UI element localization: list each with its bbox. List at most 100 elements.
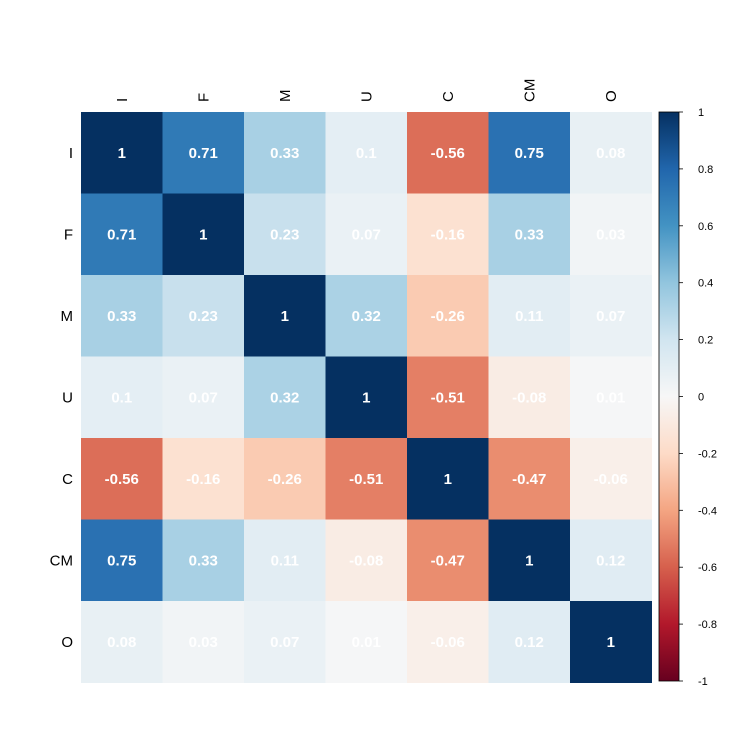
- heatmap-cell: [325, 193, 408, 276]
- cell-value-label: 0.33: [189, 552, 218, 569]
- heatmap-cell: [488, 601, 571, 683]
- cell-value-label: 0.1: [111, 389, 132, 406]
- heatmap-cell: [570, 519, 652, 602]
- heatmap-cell: [81, 193, 163, 276]
- column-label: F: [195, 93, 212, 102]
- colorbar-tick-label: 0.6: [698, 221, 713, 233]
- heatmap-cell: [407, 112, 489, 194]
- heatmap-cell: [407, 438, 489, 520]
- cell-value-label: 0.08: [107, 634, 136, 651]
- cell-value-label: 0.07: [189, 389, 218, 406]
- cell-value-label: -0.56: [431, 145, 465, 162]
- colorbar-tick-label: -0.8: [698, 619, 717, 631]
- cell-value-label: 0.75: [515, 145, 544, 162]
- colorbar-tick-label: -1: [698, 676, 708, 688]
- heatmap-cell: [162, 356, 245, 439]
- heatmap-cell: [570, 193, 652, 276]
- heatmap-cell: [162, 193, 245, 276]
- heatmap-cell: [162, 601, 245, 683]
- heatmap-cell: [570, 601, 652, 683]
- heatmap-cell: [325, 356, 408, 439]
- cell-value-label: 0.33: [270, 145, 299, 162]
- heatmap-cell: [570, 438, 652, 520]
- cell-value-label: 0.07: [270, 634, 299, 651]
- cell-value-label: -0.51: [349, 471, 383, 488]
- cell-value-label: -0.26: [431, 308, 465, 325]
- cell-value-label: -0.47: [431, 552, 465, 569]
- heatmap-cell: [407, 193, 489, 276]
- heatmap-cell: [570, 112, 652, 194]
- heatmap-cell: [162, 519, 245, 602]
- heatmap-cell: [488, 356, 571, 439]
- heatmap-cell: [488, 193, 571, 276]
- cell-value-label: -0.16: [186, 471, 220, 488]
- cell-value-label: -0.51: [431, 389, 465, 406]
- heatmap-cell: [570, 275, 652, 357]
- cell-value-label: -0.06: [431, 634, 465, 651]
- cell-value-label: 1: [199, 226, 207, 243]
- cell-value-label: 0.01: [596, 389, 625, 406]
- cell-value-label: 0.12: [596, 552, 625, 569]
- cell-value-label: 0.33: [107, 308, 136, 325]
- heatmap-cell: [488, 112, 571, 194]
- cell-value-label: 0.03: [189, 634, 218, 651]
- colorbar-tick-label: 0.2: [698, 335, 713, 347]
- heatmap-cell: [162, 112, 245, 194]
- cell-value-label: 0.12: [515, 634, 544, 651]
- heatmap-cell: [325, 601, 408, 683]
- cell-value-label: -0.56: [105, 471, 139, 488]
- cell-value-label: 0.32: [270, 389, 299, 406]
- cell-value-label: 0.71: [189, 145, 218, 162]
- heatmap-cell: [407, 356, 489, 439]
- heatmap-cell: [570, 356, 652, 439]
- cell-value-label: -0.08: [349, 552, 383, 569]
- heatmap-cell: [407, 275, 489, 357]
- cell-value-label: 1: [525, 552, 533, 569]
- heatmap-cell: [488, 438, 571, 520]
- column-label: U: [358, 91, 375, 102]
- heatmap-cell: [162, 438, 245, 520]
- colorbar-tick-label: 1: [698, 107, 704, 119]
- cell-value-label: 0.01: [352, 634, 381, 651]
- cell-value-label: 0.11: [515, 308, 543, 325]
- cell-value-label: 1: [362, 389, 370, 406]
- column-label: M: [277, 90, 294, 103]
- heatmap-cell: [81, 356, 163, 439]
- row-label: I: [69, 145, 73, 162]
- cell-value-label: 0.03: [596, 226, 625, 243]
- cell-value-label: 0.75: [107, 552, 136, 569]
- cell-value-label: 0.07: [596, 308, 625, 325]
- heatmap-cell: [244, 112, 326, 194]
- cell-value-label: -0.06: [594, 471, 628, 488]
- heatmap-cell: [325, 519, 408, 602]
- cell-value-label: 0.1: [356, 145, 377, 162]
- cell-value-label: 1: [444, 471, 452, 488]
- colorbar-tick-label: -0.4: [698, 505, 717, 517]
- column-label: I: [114, 98, 131, 102]
- heatmap-cell: [407, 601, 489, 683]
- cell-value-label: 0.32: [352, 308, 381, 325]
- heatmap-cell: [244, 601, 326, 683]
- cell-value-label: 0.71: [107, 226, 136, 243]
- heatmap-cell: [488, 519, 571, 602]
- row-label: M: [61, 308, 74, 325]
- heatmap-cell: [81, 275, 163, 357]
- heatmap-cell: [81, 112, 163, 194]
- heatmap-cell: [325, 112, 408, 194]
- column-label: C: [440, 91, 457, 102]
- heatmap-cell: [488, 275, 571, 357]
- heatmap-cell: [244, 275, 326, 357]
- heatmap-cell: [81, 438, 163, 520]
- colorbar-tick-label: 0.8: [698, 164, 713, 176]
- cell-value-label: 1: [118, 145, 126, 162]
- heatmap-cell: [325, 438, 408, 520]
- row-label: F: [64, 226, 73, 243]
- cell-value-label: 1: [607, 634, 615, 651]
- cell-value-label: -0.08: [512, 389, 546, 406]
- row-label: O: [61, 634, 73, 651]
- heatmap-cell: [244, 193, 326, 276]
- row-label: U: [62, 389, 73, 406]
- cell-value-label: 0.08: [596, 145, 625, 162]
